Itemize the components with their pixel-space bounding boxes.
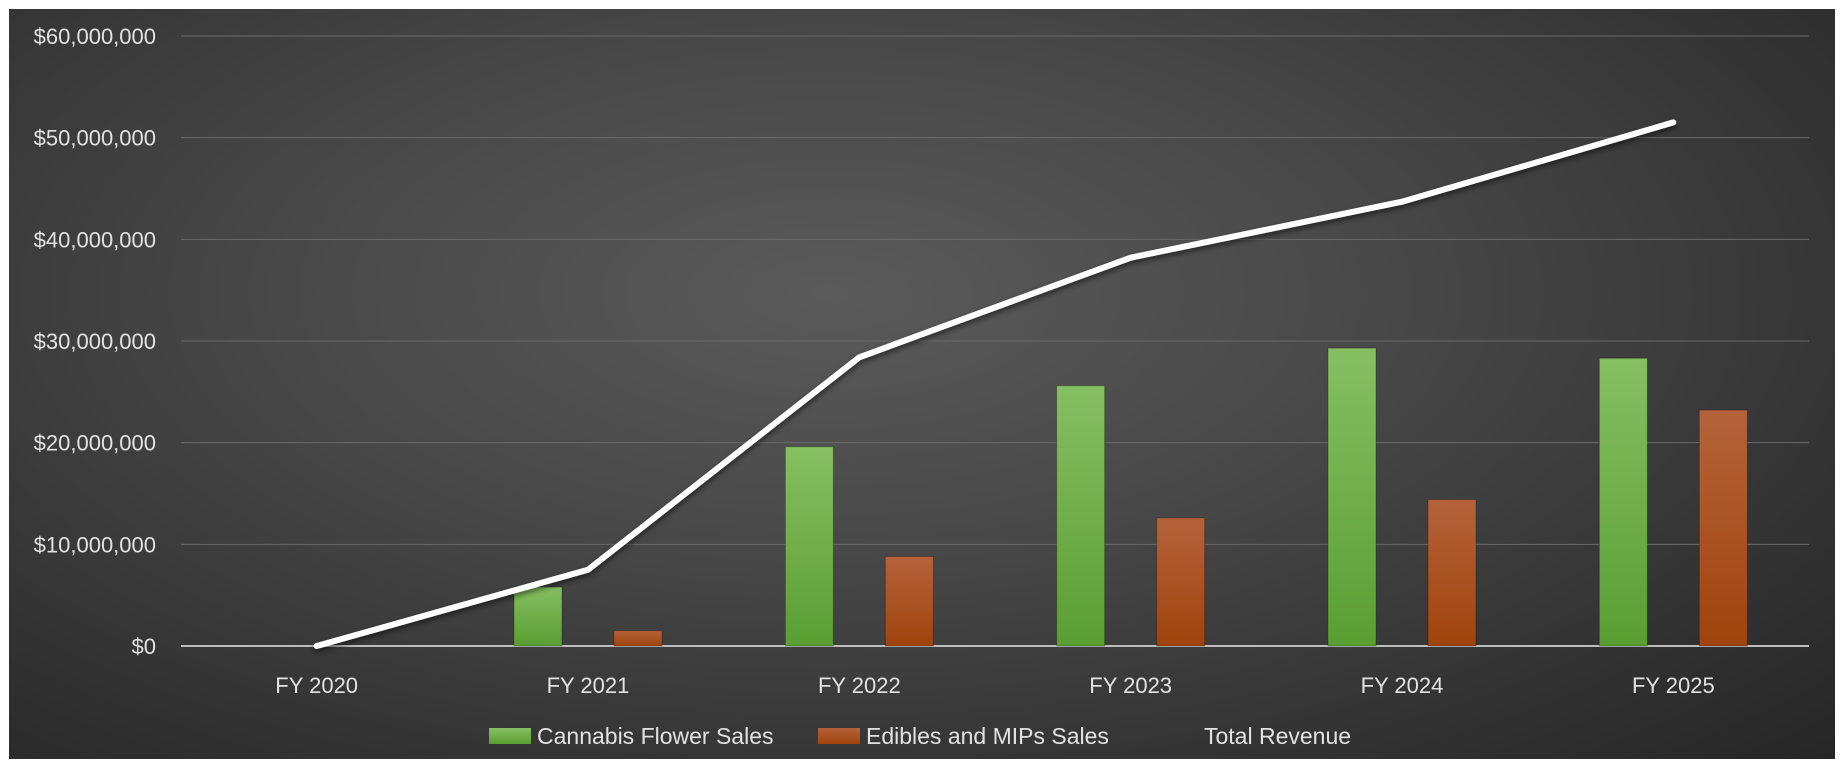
chart-area: $0 $10,000,000 $20,000,000 $30,000,000 $40,0… <box>9 9 1835 759</box>
edibles-mips-bar <box>884 556 934 647</box>
legend-edibles-mips-label: Edibles and MIPs Sales <box>866 723 1109 749</box>
y-axis-tick-labels: $0 $10,000,000 $20,000,000 $30,000,000 $40,0… <box>34 24 156 659</box>
x-tick-label: FY 2021 <box>547 673 630 698</box>
edibles-mips-bar <box>613 630 663 647</box>
cannabis-flower-bar <box>1327 347 1377 647</box>
x-tick-label: FY 2024 <box>1361 673 1444 698</box>
legend: Cannabis Flower Sales Edibles and MIPs Sa… <box>489 723 1351 749</box>
x-tick-label: FY 2025 <box>1632 673 1715 698</box>
x-axis-tick-labels: FY 2020 FY 2021 FY 2022 FY 2023 FY 2024 FY 20… <box>275 673 1714 698</box>
edibles-mips-bar <box>1156 517 1206 647</box>
y-tick-label: $10,000,000 <box>34 532 156 557</box>
cannabis-flower-bar <box>1598 357 1648 647</box>
cannabis-flower-bar <box>513 586 563 647</box>
cannabis-flower-bar <box>1056 385 1106 647</box>
legend-edibles-mips-swatch <box>818 728 860 744</box>
edibles-mips-bar <box>1427 499 1477 647</box>
x-tick-label: FY 2023 <box>1089 673 1172 698</box>
y-tick-label: $20,000,000 <box>34 431 156 456</box>
y-tick-label: $40,000,000 <box>34 227 156 252</box>
x-tick-label: FY 2022 <box>818 673 901 698</box>
cannabis-flower-bar <box>784 446 834 647</box>
edibles-mips-bar <box>1698 409 1748 647</box>
gridlines <box>181 35 1809 647</box>
y-tick-label: $30,000,000 <box>34 329 156 354</box>
revenue-chart: $0 $10,000,000 $20,000,000 $30,000,000 $40,0… <box>34 24 1809 749</box>
total-revenue-line-group <box>313 119 1677 649</box>
legend-cannabis-flower-swatch <box>489 728 531 744</box>
legend-total-revenue-label: Total Revenue <box>1204 723 1351 749</box>
legend-cannabis-flower-label: Cannabis Flower Sales <box>537 723 774 749</box>
y-tick-label: $0 <box>132 634 156 659</box>
total-revenue-line <box>313 119 1677 649</box>
y-tick-label: $60,000,000 <box>34 24 156 49</box>
x-tick-label: FY 2020 <box>275 673 358 698</box>
y-tick-label: $50,000,000 <box>34 126 156 151</box>
bars <box>513 347 1748 647</box>
